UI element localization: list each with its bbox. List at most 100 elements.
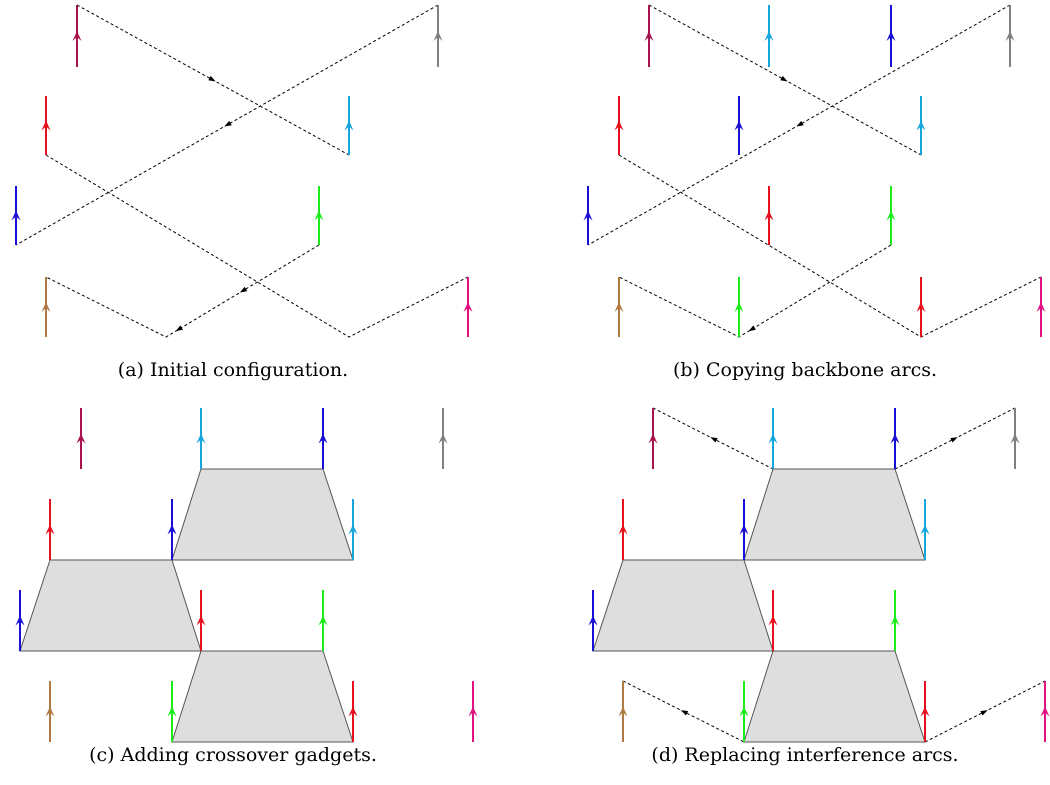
direction-arrow-icon [748, 325, 756, 332]
arrowhead-icon [438, 433, 448, 444]
arc-cyan [768, 408, 778, 469]
arc-cyan [348, 499, 358, 560]
arc-blue [318, 408, 328, 469]
arc-blue [11, 186, 21, 245]
arrowhead-icon [167, 524, 177, 535]
arrowhead-icon [916, 302, 926, 312]
arrowhead-icon [739, 706, 749, 717]
arrowhead-icon [1040, 706, 1050, 717]
dashed-arc-red-magenta [618, 154, 1042, 338]
arc-brown [41, 277, 51, 337]
arc-brown [45, 681, 55, 742]
arc-gray [438, 408, 448, 469]
direction-arrow-icon [710, 437, 718, 443]
arrowhead-icon [886, 210, 896, 221]
arrowhead-icon [890, 615, 900, 626]
arrowhead-icon [72, 31, 82, 41]
arrowhead-icon [344, 120, 354, 131]
arc-maroon [648, 408, 658, 469]
dashed-arc-red-magenta [45, 154, 469, 338]
caption-a: (a) Initial configuration. [118, 359, 348, 381]
arc-magenta [1040, 681, 1050, 742]
arrowhead-icon [886, 31, 896, 41]
dashed-arc-green-brown [45, 244, 320, 338]
arrowhead-icon [348, 524, 358, 535]
arrowhead-icon [348, 706, 358, 717]
arrowhead-icon [1005, 31, 1015, 41]
dashed-arc-green-brown [618, 244, 892, 338]
crossover-gadget [743, 468, 926, 561]
arrowhead-icon [768, 615, 778, 626]
arrowhead-icon [433, 31, 443, 41]
arc-blue [890, 408, 900, 469]
crossover-gadget [171, 650, 354, 743]
arc-red [196, 590, 206, 651]
arrowhead-icon [734, 302, 744, 312]
arc-cyan-copy [764, 5, 774, 67]
arrowhead-icon [463, 302, 473, 312]
arrowhead-icon [468, 706, 478, 717]
arc-cyan [916, 96, 926, 155]
arrowhead-icon [618, 524, 628, 535]
arc-blue-copy [886, 5, 896, 67]
direction-arrow-icon [224, 120, 232, 127]
arc-green [167, 681, 177, 742]
arc-red [618, 499, 628, 560]
direction-arrow-icon [239, 286, 248, 293]
arrowhead-icon [739, 524, 749, 535]
arc-red-copy [764, 186, 774, 245]
arrowhead-icon [1010, 433, 1020, 444]
arc-green-copy [734, 277, 744, 337]
arrowhead-icon [920, 524, 930, 535]
caption-c: (c) Adding crossover gadgets. [89, 744, 377, 766]
arc-maroon [644, 5, 654, 67]
arrowhead-icon [76, 433, 86, 444]
arrowhead-icon [45, 706, 55, 717]
arrowhead-icon [196, 433, 206, 444]
arc-green [314, 186, 324, 245]
arc-cyan [344, 96, 354, 155]
arc-blue [739, 499, 749, 560]
arrowhead-icon [768, 433, 778, 444]
arc-maroon [72, 5, 82, 67]
arrowhead-icon [614, 302, 624, 312]
arc-blue [588, 590, 598, 651]
arc-blue [15, 590, 25, 651]
arrowhead-icon [764, 31, 774, 41]
direction-arrow-icon [950, 437, 958, 443]
arc-gray [433, 5, 443, 67]
arc-cyan [920, 499, 930, 560]
arc-blue [167, 499, 177, 560]
panel-a [11, 4, 473, 338]
arc-green [318, 590, 328, 651]
arc-magenta [468, 681, 478, 742]
arc-red [768, 590, 778, 651]
arc-red [45, 499, 55, 560]
arrowhead-icon [890, 433, 900, 444]
arc-red [920, 681, 930, 742]
arc-brown [614, 277, 624, 337]
arrowhead-icon [916, 120, 926, 131]
panel-b [583, 4, 1046, 338]
arc-red [41, 96, 51, 155]
arrowhead-icon [618, 706, 628, 717]
arrowhead-icon [614, 120, 624, 131]
arrowhead-icon [588, 615, 598, 626]
arc-red-copy [916, 277, 926, 337]
arc-green [886, 186, 896, 245]
arrowhead-icon [314, 210, 324, 221]
arrowhead-icon [920, 706, 930, 717]
crossover-gadget [743, 650, 926, 743]
panel-c [15, 408, 478, 743]
arc-magenta [1036, 277, 1046, 337]
arrowhead-icon [648, 433, 658, 444]
arc-brown [618, 681, 628, 742]
panel-d [588, 407, 1050, 743]
arrowhead-icon [45, 524, 55, 535]
arc-cyan [196, 408, 206, 469]
arc-red [614, 96, 624, 155]
direction-arrow-icon [980, 710, 988, 716]
arc-red [348, 681, 358, 742]
direction-arrow-icon [680, 710, 689, 716]
